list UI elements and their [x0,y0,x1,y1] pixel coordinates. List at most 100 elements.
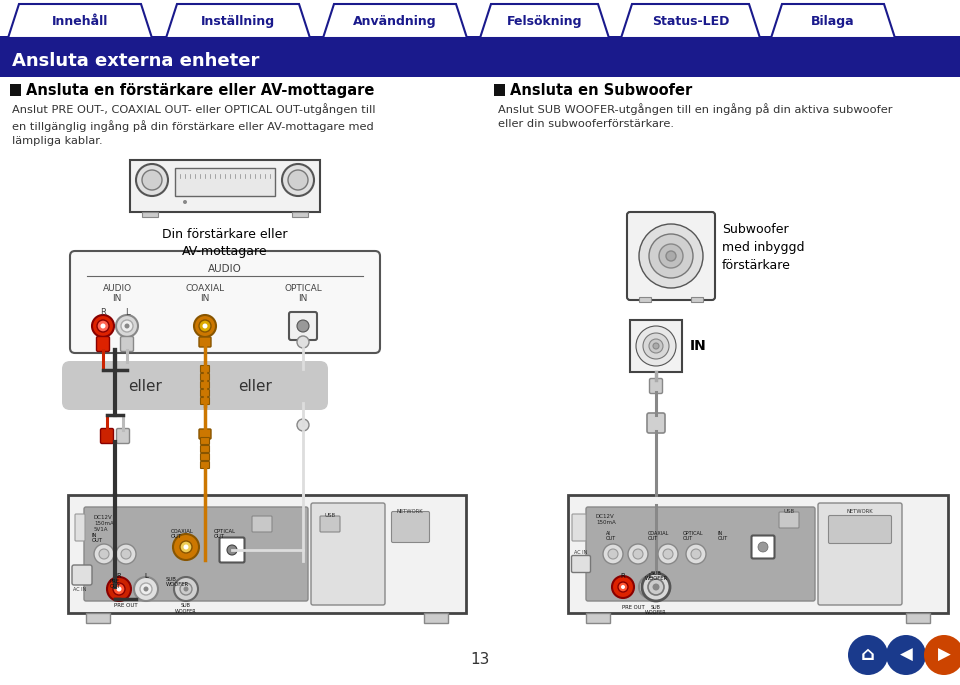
Circle shape [116,586,122,592]
FancyBboxPatch shape [586,507,815,601]
Text: AC IN: AC IN [574,550,588,555]
FancyBboxPatch shape [572,514,586,541]
Circle shape [645,582,655,592]
Bar [142,212,158,217]
FancyBboxPatch shape [199,429,211,439]
Circle shape [686,544,706,564]
FancyBboxPatch shape [130,160,320,212]
Circle shape [121,320,133,332]
FancyBboxPatch shape [116,429,130,443]
Bar [0,44,960,77]
Circle shape [180,541,192,553]
FancyBboxPatch shape [201,445,209,453]
FancyBboxPatch shape [201,390,209,397]
Circle shape [666,251,676,261]
Text: L: L [144,573,148,579]
Text: R: R [116,573,121,579]
FancyBboxPatch shape [630,320,682,372]
Circle shape [691,549,701,559]
Circle shape [642,573,670,601]
Circle shape [116,315,138,337]
Circle shape [282,164,314,196]
FancyBboxPatch shape [320,516,340,532]
Bar [424,613,448,623]
Circle shape [125,323,130,329]
Text: USB: USB [324,513,336,518]
Bar [639,297,651,302]
FancyBboxPatch shape [75,514,85,541]
Text: ⌂: ⌂ [861,645,875,664]
Circle shape [639,224,703,288]
Circle shape [603,544,623,564]
Circle shape [848,635,888,675]
Text: eller: eller [238,379,272,393]
Polygon shape [621,4,760,38]
FancyBboxPatch shape [311,503,385,605]
Bar [691,297,703,302]
Text: 13: 13 [470,653,490,667]
Text: COAXIAL
OUT: COAXIAL OUT [171,529,194,539]
Text: DC12V
150mA
5V1A: DC12V 150mA 5V1A [94,515,113,532]
FancyBboxPatch shape [818,503,902,605]
Circle shape [180,583,192,595]
Text: SUB
WOOFER: SUB WOOFER [166,577,189,588]
Circle shape [653,584,660,590]
Circle shape [101,323,106,329]
Text: R: R [100,308,106,317]
Circle shape [183,200,187,204]
Text: AUDIO: AUDIO [208,264,242,274]
Circle shape [134,577,158,601]
Bar [10,84,21,96]
FancyBboxPatch shape [571,556,590,573]
Circle shape [297,320,309,332]
Circle shape [94,544,114,564]
Circle shape [173,534,199,560]
Text: IN
OUT: IN OUT [718,531,729,541]
Bar [906,613,930,623]
Text: L: L [648,573,652,579]
Circle shape [643,333,669,359]
Text: USB: USB [783,509,795,514]
Text: SUB
WOOFER: SUB WOOFER [645,605,667,615]
Text: Ansluta externa enheter: Ansluta externa enheter [12,52,259,70]
Text: COAXIAL
IN: COAXIAL IN [185,284,225,303]
Text: ▶: ▶ [938,646,950,664]
FancyBboxPatch shape [84,507,308,601]
Text: PRE
OUT: PRE OUT [110,579,121,589]
Circle shape [203,323,207,329]
Polygon shape [8,4,152,38]
Circle shape [886,635,926,675]
FancyBboxPatch shape [201,453,209,460]
Text: Ansluta en Subwoofer: Ansluta en Subwoofer [510,82,692,97]
FancyBboxPatch shape [121,336,133,351]
Circle shape [142,170,162,190]
Text: IN: IN [690,339,707,353]
Bar [86,613,110,623]
Circle shape [297,419,309,431]
Text: Felsökning: Felsökning [507,14,583,27]
Text: COAXIAL
OUT: COAXIAL OUT [648,531,669,541]
Circle shape [608,549,618,559]
Circle shape [116,544,136,564]
Text: Din förstärkare eller
AV-mottagare: Din förstärkare eller AV-mottagare [162,228,288,258]
Circle shape [658,544,678,564]
Text: Anslut PRE OUT-, COAXIAL OUT- eller OPTICAL OUT-utgången till
en tillgänglig ing: Anslut PRE OUT-, COAXIAL OUT- eller OPTI… [12,103,375,146]
Text: R: R [620,573,625,579]
Circle shape [297,336,309,348]
Circle shape [136,164,168,196]
Circle shape [183,545,188,549]
Text: IN
OUT: IN OUT [92,533,103,543]
Circle shape [99,549,109,559]
FancyBboxPatch shape [252,516,272,532]
Circle shape [107,577,131,601]
Text: AC IN: AC IN [73,587,86,592]
Polygon shape [771,4,895,38]
Text: SUB
WOOFER: SUB WOOFER [175,603,197,614]
Text: OPTICAL
OUT: OPTICAL OUT [683,531,704,541]
Circle shape [121,549,131,559]
Circle shape [649,339,663,353]
Text: NETWORK: NETWORK [396,509,423,514]
Text: NETWORK: NETWORK [847,509,874,514]
Polygon shape [166,4,310,38]
FancyBboxPatch shape [220,538,245,562]
